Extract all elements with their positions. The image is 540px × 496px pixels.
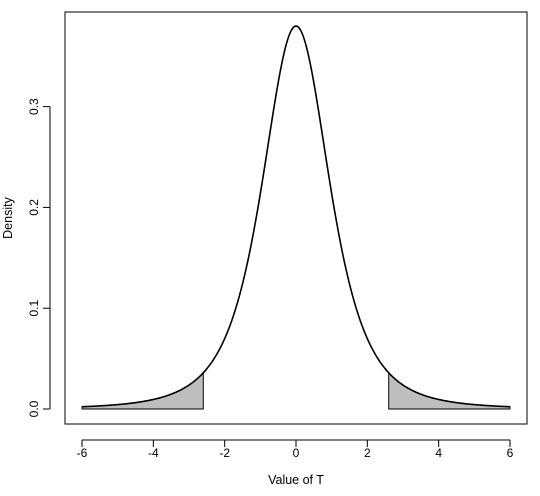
left-tail-shade — [81, 371, 204, 410]
x-tick-label: -2 — [219, 446, 230, 460]
x-tick-label: 2 — [364, 446, 371, 460]
right-tail-shade — [388, 371, 511, 410]
y-tick-label: 0.0 — [27, 400, 41, 417]
y-tick-label: 0.3 — [27, 98, 41, 115]
x-tick-label: 6 — [507, 446, 514, 460]
x-axis: -6 -4 -2 0 2 4 6 — [77, 439, 514, 460]
x-tick-label: -6 — [77, 446, 88, 460]
x-tick-label: 0 — [293, 446, 300, 460]
y-axis-label: Density — [1, 196, 15, 238]
plot-frame — [64, 11, 528, 425]
x-tick-label: -4 — [148, 446, 159, 460]
x-axis-label: Value of T — [268, 473, 324, 487]
y-axis: 0.0 0.1 0.2 0.3 — [27, 98, 51, 417]
shaded-tails — [81, 371, 511, 410]
density-curve — [81, 25, 511, 408]
y-tick-label: 0.2 — [27, 199, 41, 216]
y-tick-label: 0.1 — [27, 300, 41, 317]
x-tick-label: 4 — [435, 446, 442, 460]
